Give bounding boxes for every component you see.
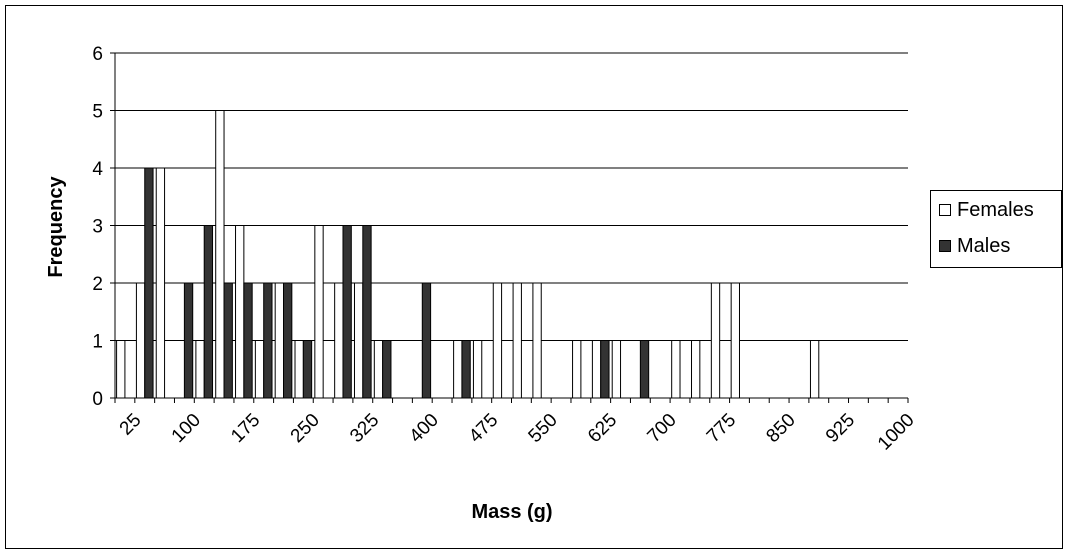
- x-tick-label: 850: [762, 410, 799, 447]
- bar-males-100: [183, 282, 194, 399]
- y-tick-label: 3: [92, 217, 103, 238]
- y-tick-label: 0: [92, 389, 103, 410]
- bar-males-250: [302, 340, 313, 399]
- bar-females-150: [215, 110, 225, 399]
- legend-item-females: Females: [939, 198, 1034, 222]
- bar-females-200: [254, 340, 265, 399]
- legend-item-males: Males: [939, 234, 1010, 258]
- bar-females-450: [453, 340, 463, 399]
- bar-females-350: [373, 340, 384, 399]
- bar-females-275: [314, 225, 324, 399]
- x-tick-label: 25: [116, 410, 146, 440]
- bar-males-325: [362, 225, 372, 399]
- x-tick-label: 100: [168, 410, 205, 447]
- legend-label-females: Females: [957, 198, 1034, 221]
- bar-females-475: [472, 340, 483, 399]
- axes: [110, 52, 909, 403]
- y-tick-label: 5: [92, 102, 103, 123]
- bar-males-400: [421, 282, 432, 399]
- bar-males-150: [223, 282, 233, 399]
- bar-males-125: [203, 225, 214, 399]
- chart-area: [5, 5, 1063, 549]
- bar-males-450: [461, 340, 471, 399]
- bar-females-600: [572, 340, 582, 399]
- bar-females-800: [730, 282, 740, 399]
- bar-males-50: [144, 167, 154, 399]
- bar-females-550: [532, 282, 542, 399]
- bar-females-725: [671, 340, 681, 399]
- bar-females-750: [691, 340, 701, 399]
- bar-females-250: [294, 340, 304, 399]
- bar-females-225: [274, 282, 285, 399]
- x-tick-label: 400: [406, 410, 443, 447]
- bar-females-625: [591, 340, 602, 399]
- legend-swatch-males: [939, 240, 951, 252]
- x-tick-label: 325: [346, 410, 383, 447]
- bar-females-500: [492, 282, 503, 399]
- legend: Females Males: [930, 190, 1062, 268]
- bar-males-175: [243, 282, 253, 399]
- x-tick-label: 700: [644, 410, 681, 447]
- bar-males-625: [600, 340, 610, 399]
- bar-females-900: [809, 340, 820, 399]
- bar-females-175: [235, 225, 245, 399]
- bar-females-650: [611, 340, 622, 399]
- x-tick-label: 625: [584, 410, 621, 447]
- bar-females-775: [710, 282, 721, 399]
- y-tick-label: 2: [92, 274, 103, 295]
- bar-females-125: [195, 340, 205, 399]
- gridlines: [115, 52, 908, 341]
- bars: [116, 110, 820, 399]
- bar-females-50: [135, 282, 146, 399]
- x-tick-label: 775: [703, 410, 740, 447]
- bar-males-350: [382, 340, 392, 399]
- y-tick-label: 1: [92, 332, 103, 353]
- x-axis-title: Mass (g): [471, 501, 552, 523]
- bar-males-200: [263, 282, 273, 399]
- x-tick-label: 925: [822, 410, 859, 447]
- bar-females-25: [116, 340, 126, 399]
- x-tick-label: 250: [287, 410, 324, 447]
- x-tick-label: 550: [525, 410, 562, 447]
- y-tick-label: 4: [92, 159, 103, 180]
- bar-females-300: [334, 282, 344, 399]
- legend-label-males: Males: [957, 234, 1011, 257]
- bar-females-75: [155, 167, 166, 399]
- bar-females-525: [512, 282, 522, 399]
- x-tick-label: 1000: [874, 410, 919, 455]
- y-axis-title: Frequency: [45, 176, 67, 278]
- x-tick-label: 175: [227, 410, 264, 447]
- bar-males-225: [283, 282, 293, 399]
- legend-swatch-females: [939, 204, 951, 216]
- y-tick-label: 6: [92, 44, 103, 65]
- bar-females-325: [353, 282, 364, 399]
- x-tick-label: 475: [465, 410, 502, 447]
- bar-males-300: [342, 225, 352, 399]
- bar-males-675: [639, 340, 650, 399]
- y-tick-labels: 0 1 2 3 4 5 6: [92, 44, 103, 410]
- x-tick-labels: 25 100 175 250 325 400 475 550 625 700 775 850 925 10…: [116, 410, 919, 455]
